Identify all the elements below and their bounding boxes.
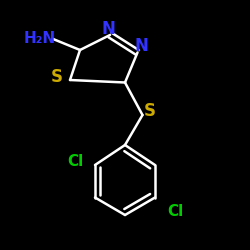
Text: S: S xyxy=(50,68,62,86)
Text: Cl: Cl xyxy=(167,204,183,219)
Text: Cl: Cl xyxy=(67,154,83,169)
Text: N: N xyxy=(102,20,116,38)
Text: S: S xyxy=(144,102,156,120)
Text: N: N xyxy=(134,37,148,55)
Text: H₂N: H₂N xyxy=(24,31,56,46)
